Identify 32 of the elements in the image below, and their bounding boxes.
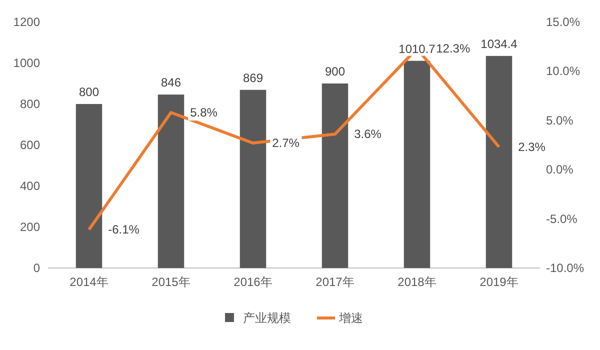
y-tick-label: 1000 xyxy=(13,56,40,70)
y2-tick-label: 15.0% xyxy=(546,15,580,29)
data-label: 1034.4 xyxy=(480,36,518,51)
x-tick-label: 2015年 xyxy=(152,275,190,289)
x-tick-label: 2019年 xyxy=(480,275,518,289)
data-label: 2.7% xyxy=(272,136,300,150)
y-tick-label: 400 xyxy=(20,179,40,193)
y-tick-label: 600 xyxy=(20,138,40,152)
data-label: 869 xyxy=(242,70,264,85)
data-label: -6.1% xyxy=(108,222,140,237)
y-tick-label: 200 xyxy=(20,220,40,234)
x-tick-label: 2014年 xyxy=(70,275,108,289)
y2-tick-label: 5.0% xyxy=(546,113,574,128)
data-label: 3.6% xyxy=(354,127,382,142)
y2-tick-label: -5.0% xyxy=(546,212,578,226)
x-tick-label: 2016年 xyxy=(234,275,272,289)
x-tick-label: 2017年 xyxy=(316,275,354,289)
data-label: 900 xyxy=(324,64,346,78)
data-label: 5.8% xyxy=(190,106,218,120)
y-tick-label: 1200 xyxy=(13,15,40,29)
x-tick-label: 2018年 xyxy=(398,275,436,289)
data-label: 800 xyxy=(78,85,100,99)
y2-tick-label: -10.0% xyxy=(546,261,584,275)
data-label: 846 xyxy=(160,76,182,90)
legend-label: 产业规模 xyxy=(243,311,291,325)
y-tick-label: 800 xyxy=(20,97,40,111)
y2-tick-label: 0.0% xyxy=(546,162,574,177)
data-label: 12.3% xyxy=(436,42,470,56)
data-label: 2.3% xyxy=(518,140,546,154)
legend-label: 增速 xyxy=(338,311,363,325)
y2-tick-label: 10.0% xyxy=(546,64,580,78)
y-tick-label: 0 xyxy=(33,261,40,275)
